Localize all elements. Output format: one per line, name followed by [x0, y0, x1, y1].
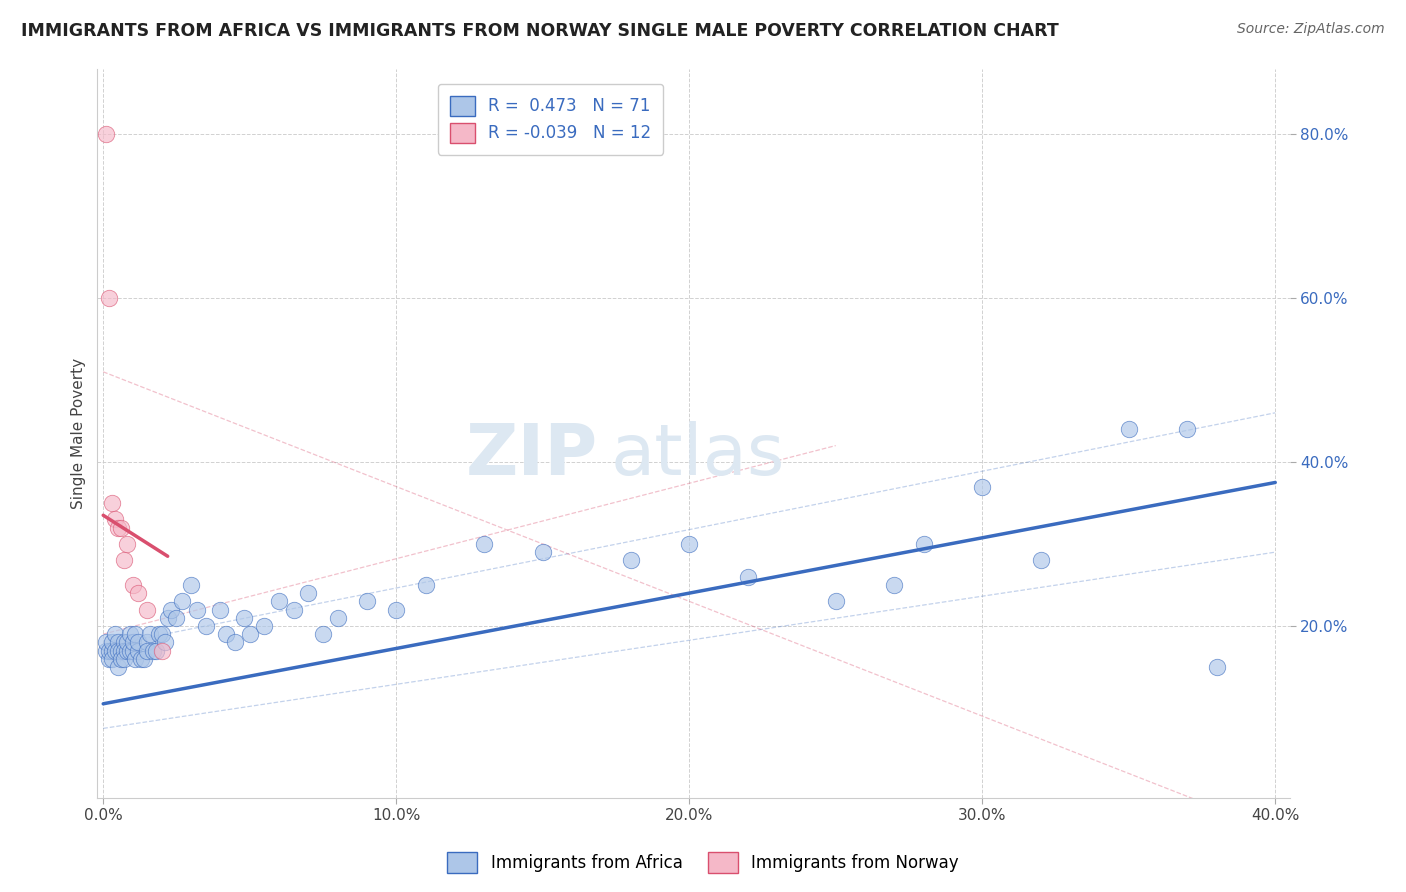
Point: [94, 635, 117, 649]
Point: [194, 619, 217, 633]
Point: [620, 553, 643, 567]
Point: [110, 520, 132, 534]
Point: [101, 635, 124, 649]
Point: [98, 291, 121, 305]
Point: [124, 627, 146, 641]
Point: [110, 651, 132, 665]
Point: [127, 643, 149, 657]
Point: [134, 651, 156, 665]
Point: [297, 586, 319, 600]
Point: [678, 537, 700, 551]
Point: [136, 643, 159, 657]
Point: [356, 594, 378, 608]
Point: [180, 578, 202, 592]
Point: [232, 611, 254, 625]
Point: [172, 594, 194, 608]
Point: [104, 643, 127, 657]
Point: [737, 570, 759, 584]
Point: [124, 651, 146, 665]
Point: [136, 602, 159, 616]
Point: [156, 611, 179, 625]
Point: [94, 127, 117, 141]
Point: [94, 643, 117, 657]
Point: [1205, 660, 1227, 674]
Legend: Immigrants from Africa, Immigrants from Norway: Immigrants from Africa, Immigrants from …: [440, 846, 966, 880]
Point: [139, 627, 162, 641]
Point: [112, 635, 135, 649]
Point: [312, 627, 335, 641]
Point: [104, 627, 127, 641]
Point: [121, 643, 143, 657]
Point: [101, 643, 124, 657]
Point: [115, 635, 138, 649]
Point: [472, 537, 495, 551]
Point: [385, 602, 408, 616]
Point: [209, 602, 232, 616]
Point: [98, 643, 121, 657]
Point: [326, 611, 349, 625]
Point: [224, 635, 246, 649]
Point: [127, 586, 149, 600]
Point: [112, 651, 135, 665]
Point: [239, 627, 262, 641]
Point: [104, 512, 127, 526]
Y-axis label: Single Male Poverty: Single Male Poverty: [72, 358, 86, 508]
Point: [150, 643, 173, 657]
Point: [101, 496, 124, 510]
Point: [253, 619, 276, 633]
Text: atlas: atlas: [610, 421, 785, 490]
Point: [186, 602, 208, 616]
Text: IMMIGRANTS FROM AFRICA VS IMMIGRANTS FROM NORWAY SINGLE MALE POVERTY CORRELATION: IMMIGRANTS FROM AFRICA VS IMMIGRANTS FRO…: [21, 22, 1059, 40]
Point: [824, 594, 846, 608]
Point: [145, 643, 167, 657]
Point: [118, 643, 141, 657]
Point: [98, 651, 121, 665]
Point: [107, 520, 129, 534]
Point: [972, 479, 994, 493]
Point: [112, 553, 135, 567]
Point: [883, 578, 905, 592]
Point: [148, 627, 170, 641]
Point: [121, 578, 143, 592]
Text: Source: ZipAtlas.com: Source: ZipAtlas.com: [1237, 22, 1385, 37]
Point: [153, 635, 176, 649]
Point: [159, 602, 181, 616]
Point: [115, 537, 138, 551]
Point: [1029, 553, 1052, 567]
Point: [531, 545, 554, 559]
Point: [283, 602, 305, 616]
Point: [1118, 422, 1140, 436]
Point: [912, 537, 935, 551]
Point: [166, 611, 188, 625]
Point: [1175, 422, 1198, 436]
Point: [267, 594, 290, 608]
Text: ZIP: ZIP: [465, 421, 598, 490]
Point: [150, 627, 173, 641]
Point: [127, 635, 149, 649]
Point: [118, 627, 141, 641]
Legend: R =  0.473   N = 71, R = -0.039   N = 12: R = 0.473 N = 71, R = -0.039 N = 12: [439, 84, 662, 155]
Point: [136, 635, 159, 649]
Point: [215, 627, 238, 641]
Point: [107, 635, 129, 649]
Point: [107, 660, 129, 674]
Point: [415, 578, 437, 592]
Point: [121, 635, 143, 649]
Point: [112, 643, 135, 657]
Point: [129, 651, 152, 665]
Point: [115, 643, 138, 657]
Point: [110, 643, 132, 657]
Point: [101, 651, 124, 665]
Point: [107, 643, 129, 657]
Point: [142, 643, 165, 657]
